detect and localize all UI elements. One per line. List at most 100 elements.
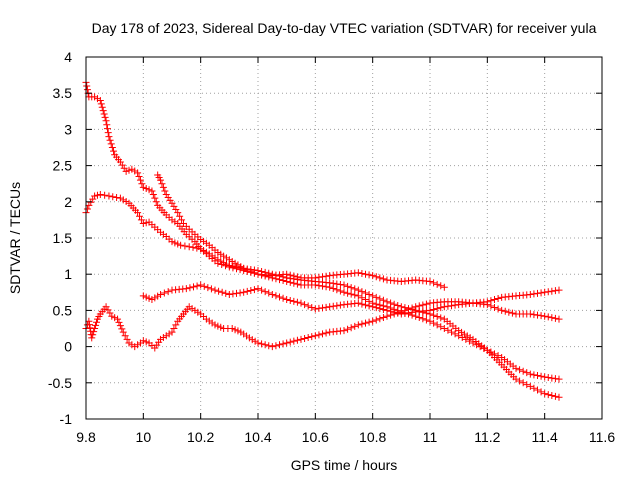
data-point	[91, 192, 99, 200]
data-point	[125, 339, 133, 347]
data-point	[100, 110, 108, 118]
data-point	[254, 339, 262, 347]
data-point	[319, 330, 326, 338]
data-point	[376, 305, 384, 313]
data-point	[151, 294, 159, 302]
data-point	[178, 216, 186, 224]
y-tick-label: 2.5	[53, 158, 73, 174]
data-point	[200, 247, 208, 255]
data-point	[548, 287, 556, 295]
data-point	[437, 282, 445, 290]
data-point	[193, 282, 201, 290]
data-point	[217, 257, 225, 265]
data-point	[134, 169, 142, 177]
data-point	[322, 272, 330, 280]
data-point	[354, 299, 362, 307]
data-point	[347, 284, 355, 292]
data-point	[362, 270, 369, 278]
data-point	[487, 348, 495, 356]
data-point	[544, 288, 552, 296]
data-point	[362, 289, 369, 297]
data-point	[168, 238, 176, 246]
data-point	[152, 198, 160, 206]
data-point	[326, 279, 334, 287]
data-point	[405, 305, 412, 313]
data-point	[541, 390, 549, 398]
data-point	[408, 304, 416, 312]
data-point	[258, 340, 266, 348]
x-tick-label: 10.4	[244, 429, 271, 445]
data-point	[390, 300, 398, 308]
data-point	[99, 107, 107, 115]
data-point	[394, 302, 402, 310]
data-point	[160, 289, 168, 297]
data-point	[537, 372, 545, 380]
data-point	[354, 269, 362, 277]
data-point	[250, 286, 258, 294]
data-point	[455, 327, 463, 335]
data-point	[240, 264, 248, 272]
data-point	[290, 337, 298, 345]
data-point	[118, 325, 126, 333]
data-point	[290, 272, 298, 280]
data-point	[383, 298, 391, 306]
data-point	[123, 335, 131, 343]
data-point	[512, 364, 520, 372]
data-point	[460, 330, 468, 338]
y-tick-label: -1	[60, 411, 73, 427]
data-point	[268, 343, 276, 351]
data-point	[494, 352, 502, 360]
data-point	[135, 172, 143, 180]
data-point	[376, 295, 384, 303]
data-point	[498, 306, 506, 314]
data-point	[297, 299, 305, 307]
data-point	[109, 193, 117, 201]
data-point	[422, 316, 430, 324]
data-point	[308, 304, 316, 312]
y-tick-label: 1	[64, 266, 72, 282]
data-point	[90, 328, 98, 336]
data-point	[433, 305, 441, 313]
data-point	[220, 259, 228, 267]
data-point	[174, 209, 182, 217]
data-point	[101, 191, 109, 199]
data-point	[214, 322, 222, 330]
data-point	[220, 252, 228, 260]
data-point	[182, 222, 190, 230]
data-point	[93, 318, 101, 326]
y-tick-label: 0	[64, 339, 72, 355]
data-point	[261, 341, 269, 349]
data-point	[308, 333, 316, 341]
data-point	[272, 292, 280, 300]
data-point	[322, 303, 330, 311]
data-point	[415, 313, 423, 321]
data-point	[231, 259, 239, 267]
data-point	[329, 279, 337, 287]
data-point	[165, 330, 173, 338]
data-point	[379, 275, 387, 283]
data-point	[122, 198, 130, 206]
x-tick-label: 10.8	[359, 429, 386, 445]
data-point	[265, 289, 273, 297]
series-track-c	[154, 171, 448, 291]
data-point	[177, 241, 185, 249]
data-point	[276, 293, 283, 301]
data-point	[476, 343, 484, 351]
data-point	[336, 281, 344, 289]
data-point	[186, 284, 194, 292]
data-point	[176, 212, 184, 220]
data-point	[104, 125, 111, 133]
data-point	[347, 290, 355, 298]
data-point	[159, 334, 167, 342]
series-track-e-low	[82, 286, 563, 352]
data-point	[131, 343, 139, 351]
data-point	[115, 318, 123, 326]
data-point	[215, 287, 223, 295]
data-point	[107, 140, 115, 148]
data-point	[162, 332, 170, 340]
data-point	[283, 296, 291, 304]
data-point	[344, 282, 352, 290]
data-point	[279, 340, 287, 348]
data-point	[329, 302, 337, 310]
data-point	[544, 374, 552, 382]
